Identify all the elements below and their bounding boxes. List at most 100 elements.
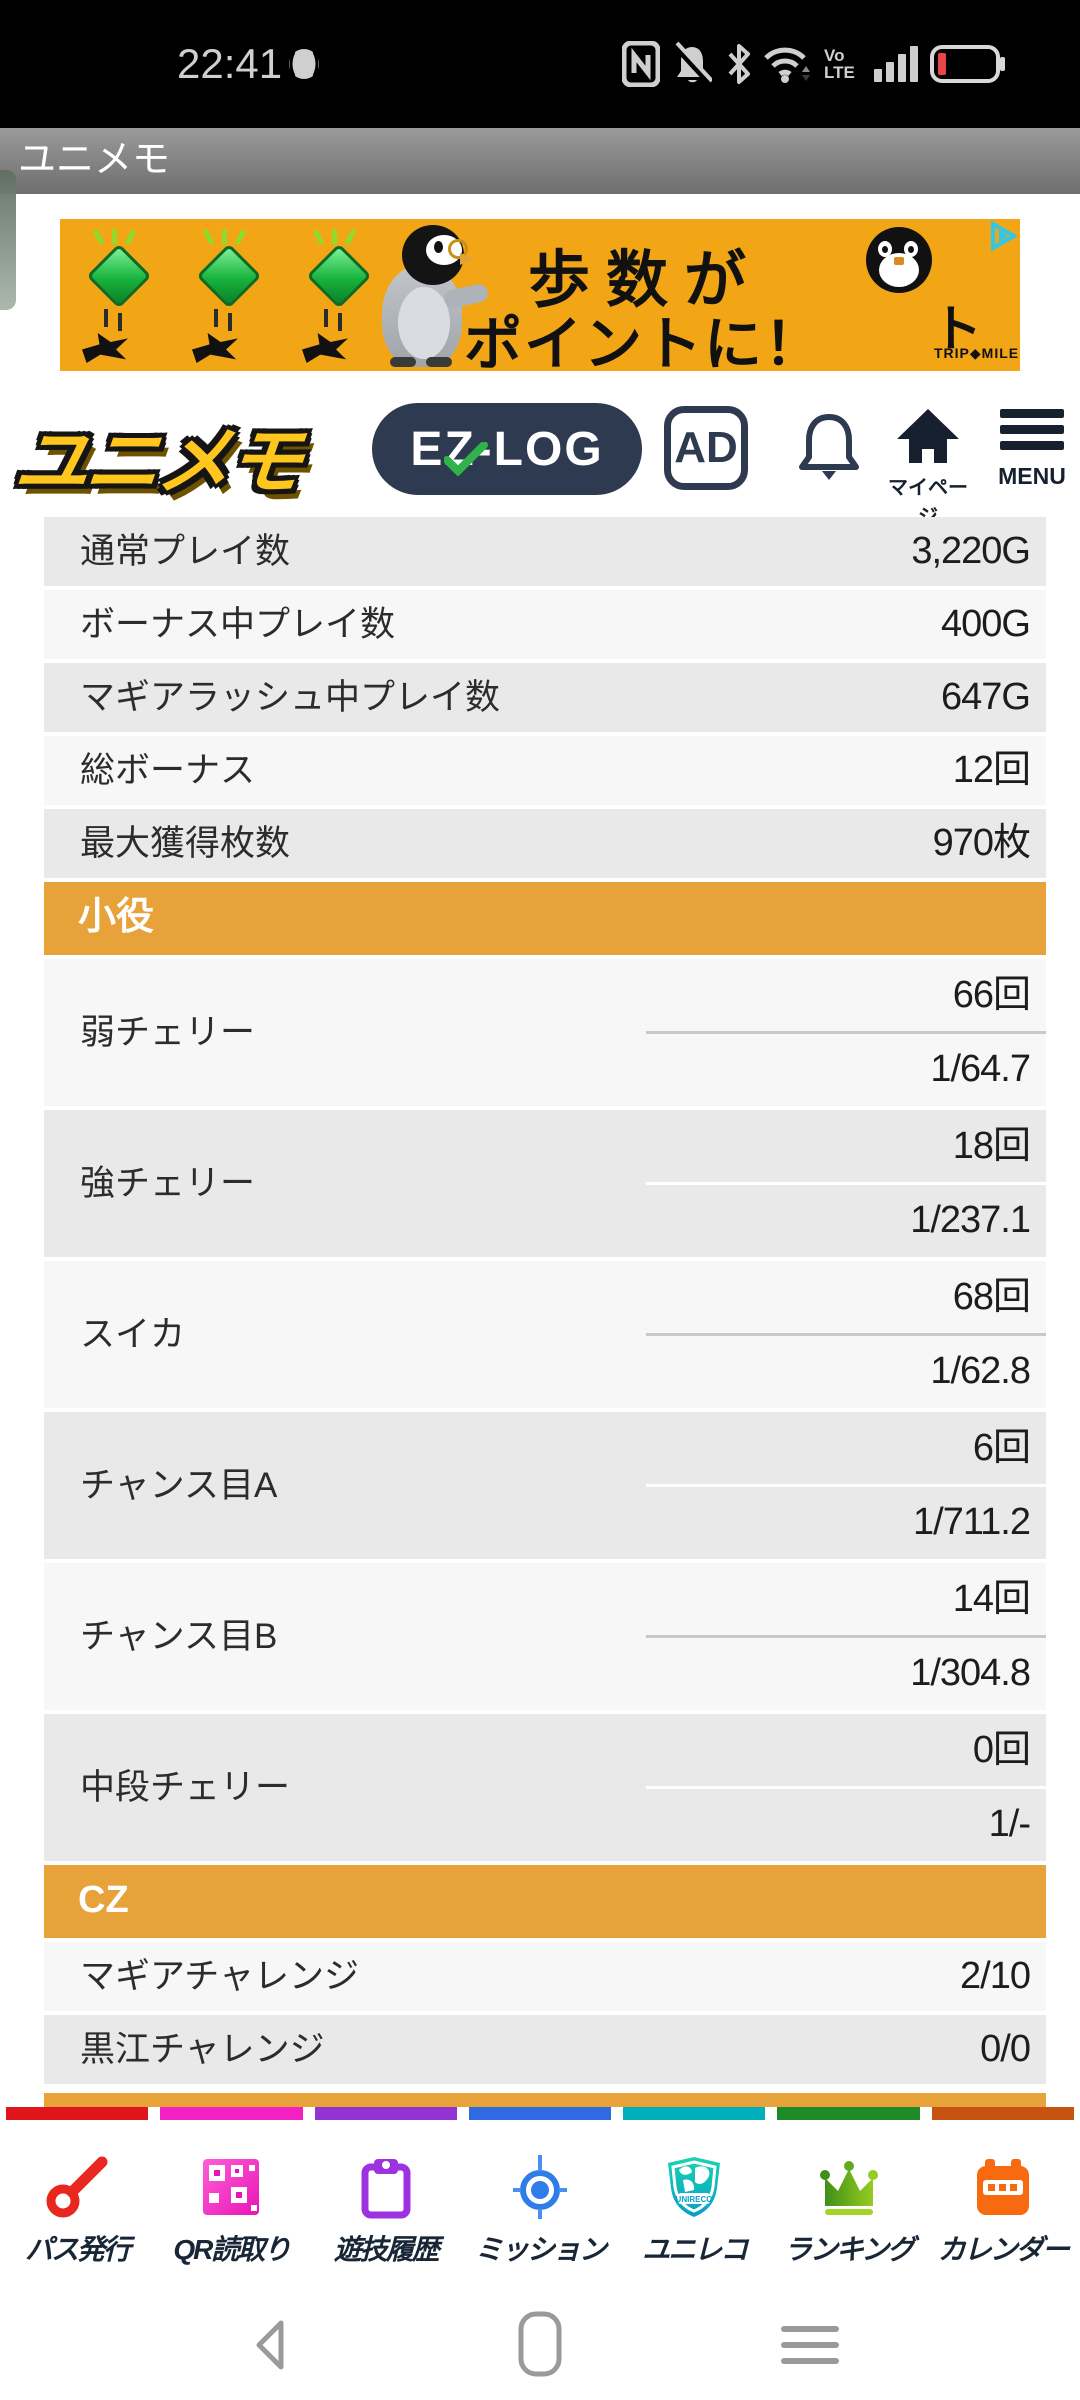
notifications-bell-button[interactable] bbox=[788, 404, 859, 496]
row-rate: 1/64.7 bbox=[930, 1048, 1031, 1090]
ad-headline-1: 歩数が bbox=[528, 246, 763, 315]
app-notification-ball-icon bbox=[286, 46, 322, 82]
home-pill-icon bbox=[518, 2311, 562, 2377]
back-icon bbox=[256, 2320, 284, 2370]
table-row: ボーナス中プレイ数 400G bbox=[44, 590, 1046, 659]
gem-icon bbox=[184, 228, 264, 369]
nav-item-calendar[interactable]: カレンダー bbox=[926, 2107, 1080, 2290]
nav-item-pass[interactable]: パス発行 bbox=[0, 2107, 154, 2290]
row-label: チャンス目A bbox=[80, 1466, 278, 1505]
row-count: 18回 bbox=[952, 1125, 1031, 1167]
row-divider bbox=[646, 1635, 1046, 1638]
row-value: 970枚 bbox=[932, 822, 1031, 864]
status-bar: 22:41 bbox=[0, 0, 1080, 128]
row-label: 中段チェリー bbox=[80, 1768, 291, 1807]
row-count: 6回 bbox=[972, 1427, 1031, 1469]
row-divider bbox=[646, 1182, 1046, 1185]
ad-choices-icon[interactable] bbox=[988, 220, 1019, 256]
crown-icon bbox=[819, 2161, 878, 2215]
ad-badge-button[interactable]: AD bbox=[664, 406, 748, 490]
row-label: マギアラッシュ中プレイ数 bbox=[80, 678, 501, 717]
key-icon bbox=[46, 2156, 108, 2218]
unimemo-logo[interactable]: ユニメモ bbox=[11, 420, 304, 503]
row-rate: 1/304.8 bbox=[910, 1652, 1031, 1694]
row-rate: 1/711.2 bbox=[913, 1501, 1031, 1543]
row-divider bbox=[646, 1484, 1046, 1487]
shield-icon: UNIRECO bbox=[668, 2157, 721, 2217]
nav-item-history[interactable]: 遊技履歴 bbox=[309, 2107, 463, 2290]
row-label: ボーナス中プレイ数 bbox=[80, 605, 396, 644]
qr-code-icon bbox=[203, 2159, 260, 2215]
volte-icon: Vo LTE bbox=[824, 46, 855, 82]
section-header-koyaku: 小役 bbox=[44, 882, 1046, 955]
nav-item-unireco[interactable]: UNIRECO ユニレコ bbox=[617, 2107, 771, 2290]
walking-penguin-illustration bbox=[360, 225, 510, 371]
ad-headline-2: ポイントに！ bbox=[464, 312, 825, 371]
table-row: 通常プレイ数 3,220G bbox=[44, 517, 1046, 586]
floating-side-tab[interactable] bbox=[0, 170, 16, 310]
row-label: 最大獲得枚数 bbox=[80, 824, 291, 863]
android-back-button[interactable] bbox=[190, 2290, 350, 2400]
row-count: 14回 bbox=[952, 1578, 1031, 1620]
row-label: 総ボーナス bbox=[80, 751, 256, 790]
next-section-header-partial bbox=[44, 2093, 1046, 2107]
section-header-cz: CZ bbox=[44, 1865, 1046, 1938]
gem-icon bbox=[294, 228, 374, 369]
bluetooth-icon bbox=[726, 0, 752, 128]
row-value: 0/0 bbox=[980, 2028, 1031, 2070]
calendar-icon bbox=[976, 2159, 1029, 2215]
table-row: 中段チェリー 0回 1/- bbox=[44, 1714, 1046, 1861]
row-rate: 1/- bbox=[988, 1803, 1031, 1845]
row-label: スイカ bbox=[80, 1315, 186, 1354]
battery-low-icon bbox=[930, 0, 1008, 128]
table-row: マギアチャレンジ 2/10 bbox=[44, 1942, 1046, 2011]
ad-brand-subtitle: TRIP◆MILE bbox=[934, 345, 1020, 361]
svg-text:UNIRECO: UNIRECO bbox=[676, 2195, 713, 2204]
bell-icon bbox=[799, 413, 859, 480]
ezlog-button[interactable]: EZ-LOG bbox=[372, 403, 642, 495]
nav-item-ranking[interactable]: ランキング bbox=[771, 2107, 925, 2290]
app-header: ユニメモ EZ-LOG AD マイページ MENU bbox=[0, 390, 1080, 528]
checkmark-icon bbox=[443, 433, 488, 488]
table-row: 黒江チャレンジ 0/0 bbox=[44, 2015, 1046, 2084]
nav-item-qr[interactable]: QR読取り bbox=[154, 2107, 308, 2290]
table-row: チャンス目A 6回 1/711.2 bbox=[44, 1412, 1046, 1559]
android-home-button[interactable] bbox=[460, 2290, 620, 2400]
row-label: 黒江チャレンジ bbox=[80, 2030, 325, 2069]
ad-banner[interactable]: 歩数が ポイントに！ トリマ TRIP◆MILE bbox=[60, 219, 1020, 371]
row-value: 12回 bbox=[952, 749, 1031, 791]
wifi-icon bbox=[762, 0, 814, 128]
row-divider bbox=[646, 1031, 1046, 1034]
bell-muted-icon bbox=[672, 0, 712, 128]
signal-strength-icon bbox=[874, 0, 918, 128]
mypage-button[interactable]: マイページ bbox=[880, 406, 976, 530]
gem-icon bbox=[74, 228, 154, 369]
row-label: 弱チェリー bbox=[80, 1013, 256, 1052]
penguin-face-logo bbox=[866, 227, 932, 293]
table-row: 弱チェリー 66回 1/64.7 bbox=[44, 959, 1046, 1106]
row-label: チャンス目B bbox=[80, 1617, 278, 1656]
nav-item-mission[interactable]: ミッション bbox=[463, 2107, 617, 2290]
android-recents-button[interactable] bbox=[730, 2290, 890, 2400]
clock: 22:41 bbox=[177, 40, 283, 87]
table-row: 強チェリー 18回 1/237.1 bbox=[44, 1110, 1046, 1257]
recents-icon bbox=[781, 2316, 839, 2374]
app-title-bar: ユニメモ bbox=[0, 128, 1080, 194]
stats-table: 通常プレイ数 3,220G ボーナス中プレイ数 400G マギアラッシュ中プレイ… bbox=[44, 517, 1046, 2088]
row-rate: 1/237.1 bbox=[910, 1199, 1031, 1241]
ad-brand-name: トリマ bbox=[932, 301, 982, 357]
table-row: 最大獲得枚数 970枚 bbox=[44, 809, 1046, 878]
table-row: マギアラッシュ中プレイ数 647G bbox=[44, 663, 1046, 732]
row-label: 強チェリー bbox=[80, 1164, 256, 1203]
menu-button[interactable]: MENU bbox=[996, 408, 1068, 491]
row-label: 通常プレイ数 bbox=[80, 532, 291, 571]
row-count: 68回 bbox=[952, 1276, 1031, 1318]
row-value: 3,220G bbox=[911, 530, 1031, 572]
hamburger-icon bbox=[1000, 409, 1064, 457]
row-divider bbox=[646, 1333, 1046, 1336]
target-icon bbox=[512, 2155, 567, 2219]
row-rate: 1/62.8 bbox=[930, 1350, 1031, 1392]
table-row: チャンス目B 14回 1/304.8 bbox=[44, 1563, 1046, 1710]
row-value: 2/10 bbox=[960, 1955, 1031, 1997]
